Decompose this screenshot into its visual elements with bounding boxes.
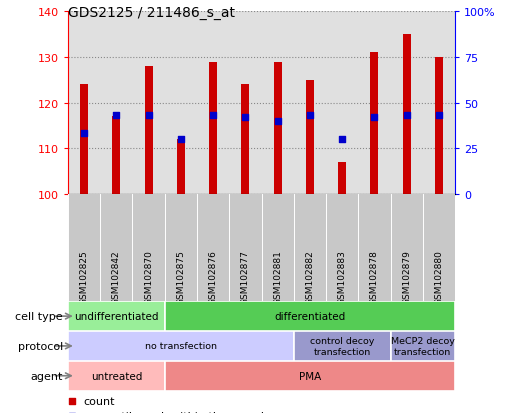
Bar <box>306 81 314 194</box>
Point <box>80 131 88 138</box>
Text: percentile rank within the sample: percentile rank within the sample <box>84 411 271 413</box>
Text: protocol: protocol <box>17 341 63 351</box>
Point <box>274 118 282 125</box>
Text: cell type: cell type <box>15 311 63 321</box>
Text: undifferentiated: undifferentiated <box>74 311 158 321</box>
Point <box>292 202 301 209</box>
Point <box>177 136 185 143</box>
Point <box>435 113 443 119</box>
Text: PMA: PMA <box>299 371 321 381</box>
Bar <box>165 301 455 331</box>
Text: count: count <box>84 396 115 406</box>
Bar <box>274 62 282 194</box>
Text: no transfection: no transfection <box>145 342 217 351</box>
Text: MeCP2 decoy
transfection: MeCP2 decoy transfection <box>391 337 454 356</box>
Text: agent: agent <box>30 371 63 381</box>
Bar <box>177 140 185 194</box>
Bar <box>403 35 411 194</box>
Bar <box>391 331 455 361</box>
Point <box>292 338 301 344</box>
Bar <box>112 117 120 194</box>
Text: untreated: untreated <box>90 371 142 381</box>
Text: control decoy
transfection: control decoy transfection <box>310 337 374 356</box>
Bar <box>209 62 217 194</box>
Bar <box>80 85 88 194</box>
Bar <box>370 53 379 194</box>
Point <box>112 113 120 119</box>
Bar <box>68 361 165 391</box>
Bar <box>338 162 346 194</box>
Point <box>370 114 379 121</box>
Bar <box>241 85 249 194</box>
Text: differentiated: differentiated <box>274 311 346 321</box>
Bar <box>68 331 294 361</box>
Bar <box>165 361 455 391</box>
Bar <box>435 58 443 194</box>
Bar <box>68 301 165 331</box>
Point <box>209 113 218 119</box>
Point <box>403 113 411 119</box>
Bar <box>294 331 391 361</box>
Text: GDS2125 / 211486_s_at: GDS2125 / 211486_s_at <box>68 6 235 20</box>
Point <box>305 113 314 119</box>
Point <box>241 114 249 121</box>
Point <box>338 136 346 143</box>
Bar <box>144 67 153 194</box>
Point <box>144 113 153 119</box>
